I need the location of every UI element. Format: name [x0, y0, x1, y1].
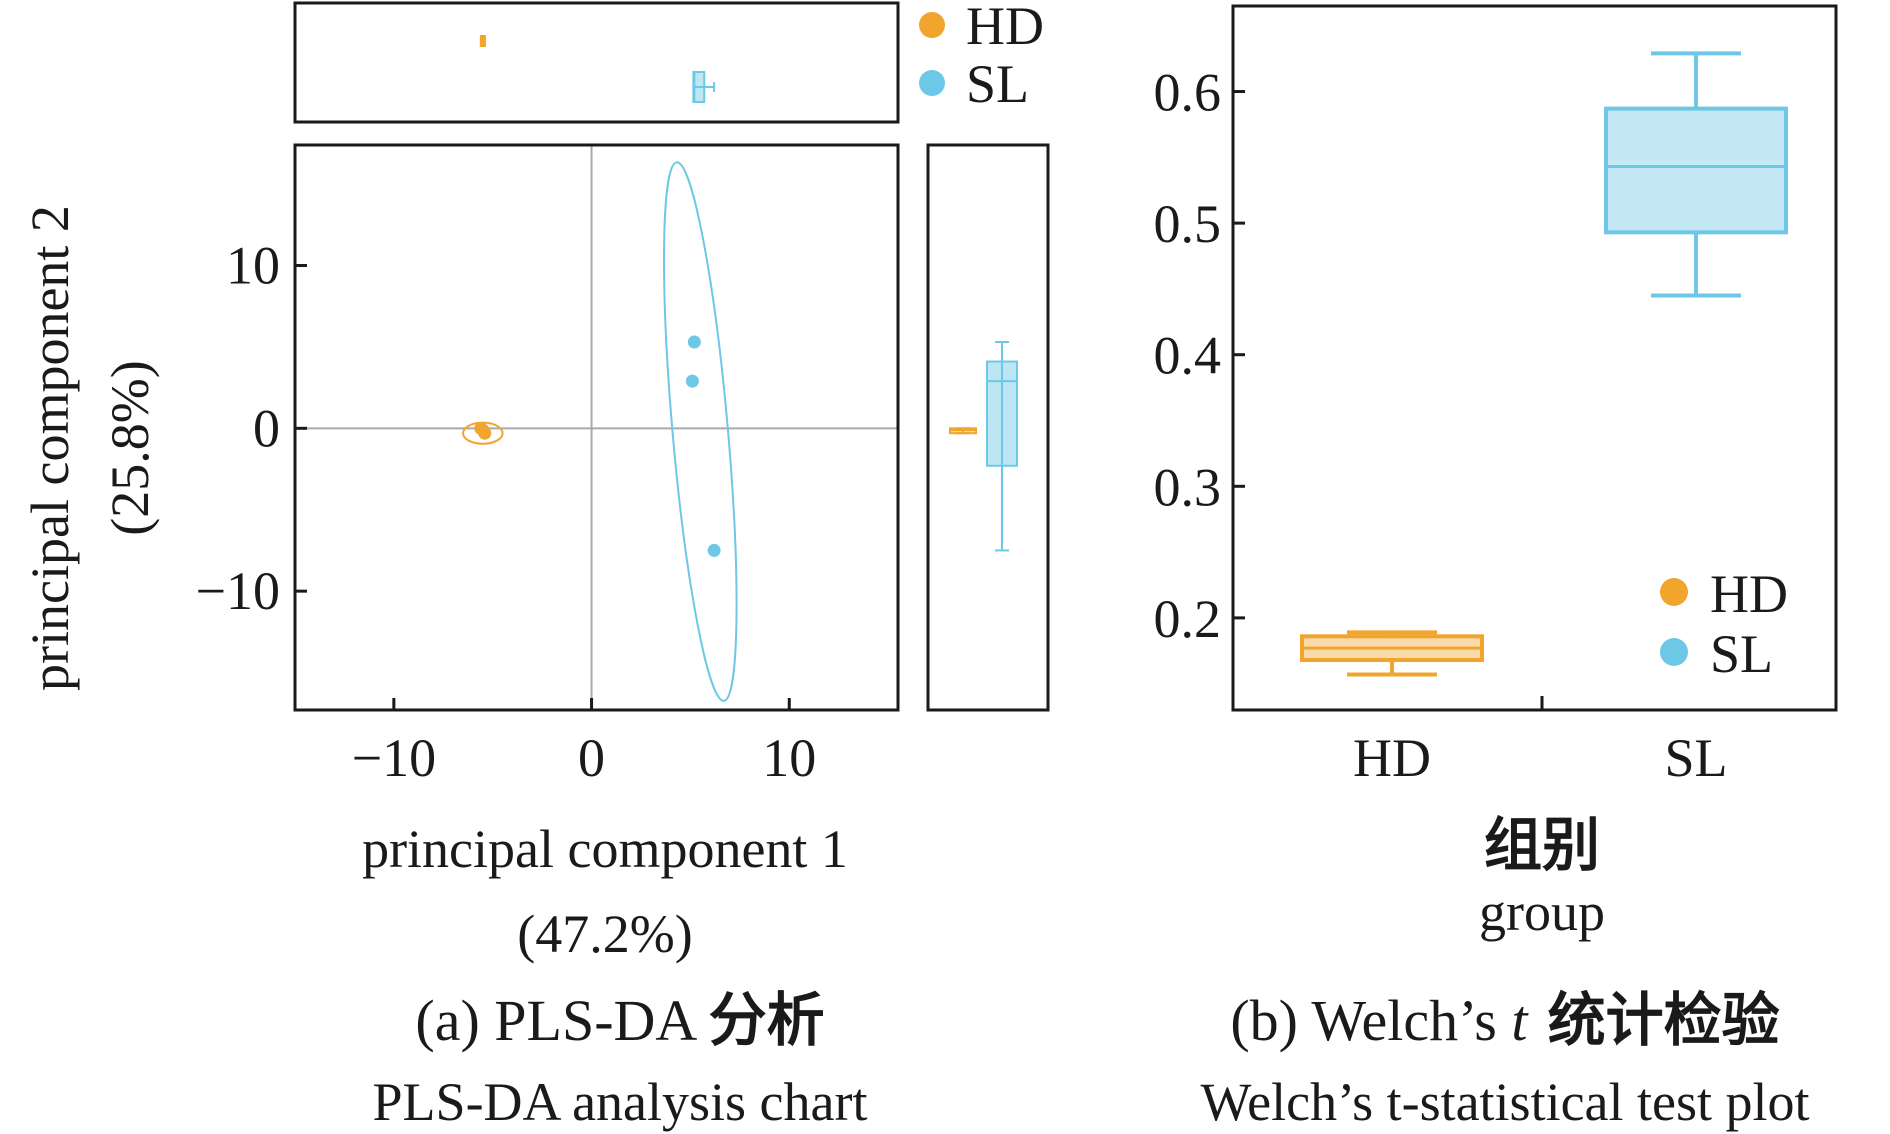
y-tick-label: 0.3	[1154, 457, 1222, 517]
box-sl	[986, 360, 1018, 467]
group-axis-title-en: group	[1479, 882, 1605, 942]
pc2-marginal-boxplot-panel	[926, 143, 1050, 712]
y-tick-label: 0.5	[1154, 194, 1222, 254]
x-tick-label: SL	[1664, 728, 1727, 788]
caption-b-italic: t	[1511, 988, 1529, 1053]
caption-a-prefix: (a) PLS-DA	[415, 988, 708, 1053]
legend-marker-sl	[919, 70, 945, 96]
pc2-axis-title: principal component 2	[20, 205, 80, 691]
x-tick-label: HD	[1353, 728, 1431, 788]
data-point-sl-3	[707, 543, 721, 557]
data-point-hd-3	[476, 423, 490, 437]
y-tick-label: 0.4	[1154, 326, 1222, 386]
box-sl	[1604, 106, 1788, 235]
welch-t-legend: HD SL	[1660, 564, 1788, 684]
y-tick-label: 0.2	[1154, 589, 1222, 649]
x-tick-label: 0	[578, 728, 605, 788]
pls-da-legend: HD SL	[919, 0, 1044, 114]
pc1-axis-title: principal component 1	[362, 819, 848, 879]
pc1-marginal-boxplot-panel	[293, 1, 900, 124]
group-axis-title-cn: 组别	[1484, 811, 1600, 879]
caption-b: (b) Welch’s t 统计检验	[1230, 986, 1779, 1054]
x-tick-label: 10	[762, 728, 816, 788]
boxplot-frame	[1231, 4, 1838, 712]
pc2-axis-percent: (25.8%)	[100, 360, 160, 535]
pc1-axis-percent: (47.2%)	[517, 904, 692, 964]
data-point-sl-1	[687, 335, 701, 349]
caption-b-english: Welch’s t-statistical test plot	[1200, 1072, 1809, 1132]
x-tick-label: −10	[352, 728, 436, 788]
top-marginal-frame	[293, 1, 900, 124]
legend-label-hd: HD	[1710, 564, 1788, 624]
caption-b-prefix: (b) Welch’s	[1230, 988, 1511, 1053]
y-tick-label: 0.6	[1154, 63, 1222, 123]
caption-a-english: PLS-DA analysis chart	[373, 1072, 868, 1132]
y-tick-label: 0	[253, 398, 280, 458]
caption-a-cn: 分析	[709, 986, 825, 1054]
legend-label-sl: SL	[966, 54, 1029, 114]
welch-t-boxplot-panel: 0.60.50.40.30.2HD SL	[1154, 4, 1838, 788]
legend-marker-sl	[1660, 638, 1688, 666]
caption-a: (a) PLS-DA 分析	[415, 986, 824, 1054]
data-point-sl-2	[685, 374, 699, 388]
legend-label-sl: SL	[1710, 624, 1773, 684]
side-marginal-frame	[926, 143, 1050, 712]
caption-b-cn: 统计检验	[1527, 986, 1779, 1054]
y-tick-label: −10	[196, 561, 280, 621]
legend-marker-hd	[1660, 578, 1688, 606]
legend-label-hd: HD	[966, 0, 1044, 56]
pls-da-scatter-panel: −10 0 10 10 0 −10	[196, 143, 900, 788]
confidence-ellipse-sl	[663, 161, 738, 702]
legend-marker-hd	[919, 12, 945, 38]
y-tick-label: 10	[226, 235, 280, 295]
